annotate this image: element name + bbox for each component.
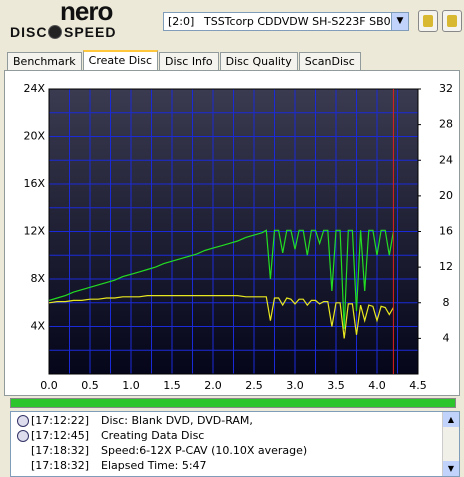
progress-bar — [10, 398, 456, 408]
series-line — [48, 295, 394, 339]
y-tick-label: 20X — [23, 130, 45, 143]
icon — [423, 15, 433, 27]
y-tick-label: 24X — [23, 82, 45, 95]
y-tick-label: 8X — [30, 272, 45, 285]
scroll-down[interactable]: ▼ — [443, 461, 459, 476]
x-tick-label: 0.5 — [81, 379, 99, 392]
logo-text: SPEED — [64, 24, 117, 40]
log-list: ▲ ▼ [17:12:22] Disc: Blank DVD, DVD-RAM, [… — [10, 411, 460, 477]
y-tick-label: 12X — [23, 225, 45, 238]
tab[interactable]: Benchmark — [7, 52, 82, 73]
settings-button[interactable] — [418, 10, 438, 32]
drive-id: [2:0] — [168, 15, 195, 28]
tab[interactable]: Disc Quality — [219, 52, 298, 73]
y2-tick-label: 12 — [439, 260, 453, 273]
tab-bar: Benchmark Create Disc Disc Info Disc Qualit… — [7, 50, 362, 75]
drive-select[interactable]: [2:0] TSSTcorp CDDVDW SH-S223F SB02 ▼ — [163, 12, 409, 31]
x-tick-label: 4.5 — [409, 379, 427, 392]
log-time: [17:18:32] — [31, 444, 89, 457]
y2-tick-label: 4 — [443, 331, 450, 344]
log-time: [17:12:22] — [31, 414, 89, 427]
save-button[interactable] — [442, 10, 462, 32]
icon — [447, 15, 457, 27]
x-tick-label: 1.0 — [122, 379, 140, 392]
log-icon — [17, 415, 29, 427]
x-tick-label: 2.5 — [245, 379, 263, 392]
logo-text: nero — [60, 0, 113, 26]
log-text: Speed:6-12X P-CAV (10.10X average) — [101, 444, 308, 457]
x-tick-label: 1.5 — [163, 379, 181, 392]
drive-name: TSSTcorp CDDVDW SH-S223F SB02 — [204, 15, 398, 28]
x-tick-label: 3.5 — [327, 379, 345, 392]
plot-border — [48, 88, 419, 375]
y2-tick-label: 16 — [439, 225, 453, 238]
x-tick-label: 2.0 — [204, 379, 222, 392]
y2-tick-label: 28 — [439, 118, 453, 131]
series-line — [48, 229, 394, 329]
log-icon — [17, 430, 29, 442]
y-tick-label: 4X — [30, 320, 45, 333]
log-text: Disc: Blank DVD, DVD-RAM, — [101, 414, 253, 427]
logo-disc — [48, 25, 62, 39]
logo-text: DISC — [10, 24, 48, 40]
y2-tick-label: 8 — [443, 296, 450, 309]
y2-tick-label: 32 — [439, 82, 453, 95]
y2-tick-label: 20 — [439, 189, 453, 202]
dropdown-arrow[interactable]: ▼ — [391, 13, 408, 30]
chart: 0.0 0.5 1.0 1.5 2.0 2.5 3.0 3.5 4.0 4.5 4X 8X 12X 16X… — [23, 82, 453, 392]
tab[interactable]: ScanDisc — [298, 52, 361, 73]
log-time: [17:12:45] — [31, 429, 89, 442]
x-tick-label: 3.0 — [286, 379, 304, 392]
tab[interactable]: Disc Info — [159, 52, 219, 73]
x-tick-label: 0.0 — [40, 379, 58, 392]
log-text: Elapsed Time: 5:47 — [101, 459, 207, 472]
x-tick-label: 4.0 — [368, 379, 386, 392]
chart-panel: 0.0 0.5 1.0 1.5 2.0 2.5 3.0 3.5 4.0 4.5 4X 8X 12X 16X… — [4, 70, 460, 396]
scrollbar[interactable]: ▲ ▼ — [442, 412, 459, 476]
log-time: [17:18:32] — [31, 459, 89, 472]
y-tick-label: 16X — [23, 177, 45, 190]
y2-tick-label: 24 — [439, 153, 453, 166]
scroll-up[interactable]: ▲ — [443, 412, 459, 427]
log-text: Creating Data Disc — [101, 429, 205, 442]
